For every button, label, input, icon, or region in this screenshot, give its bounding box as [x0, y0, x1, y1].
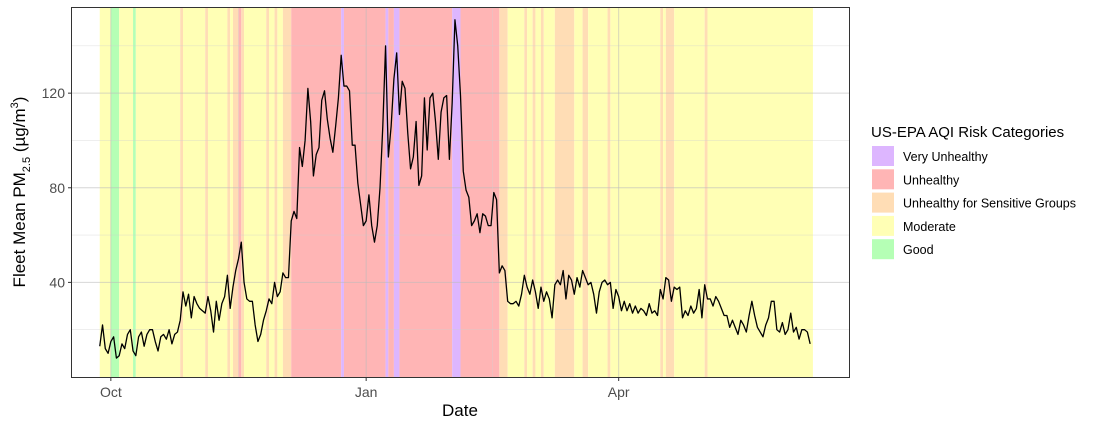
- aqi-band-usg: [607, 8, 611, 377]
- aqi-band-good: [110, 8, 120, 377]
- aqi-band-usg: [660, 8, 664, 377]
- legend-swatch-very-unhealthy: [872, 146, 894, 166]
- aqi-band-moderate: [535, 8, 541, 377]
- aqi-band-moderate: [99, 8, 111, 377]
- aqi-band-moderate: [574, 8, 583, 377]
- legend-swatch-moderate: [872, 215, 894, 236]
- x-tick-label: Apr: [608, 384, 630, 400]
- aqi-band-usg: [232, 8, 239, 377]
- aqi-band-moderate: [119, 8, 134, 377]
- aqi-band-moderate: [230, 8, 233, 377]
- aqi-band-very-unhealthy: [385, 8, 389, 377]
- aqi-band-unhealthy: [343, 8, 386, 377]
- y-axis-title-main: Fleet Mean PM: [10, 172, 29, 287]
- y-tick-label: 40: [49, 274, 65, 290]
- x-axis: Oct Jan Apr: [100, 377, 630, 400]
- aqi-band-moderate: [543, 8, 555, 377]
- aqi-band-usg: [582, 8, 589, 377]
- aqi-band-moderate: [507, 8, 525, 377]
- aqi-band-usg: [665, 8, 675, 377]
- aqi-band-usg: [532, 8, 536, 377]
- y-axis-title: Fleet Mean PM2.5 (µg/m3): [9, 97, 33, 288]
- aqi-band-usg: [524, 8, 528, 377]
- aqi-band-usg: [266, 8, 270, 377]
- aqi-band-moderate: [610, 8, 661, 377]
- gridlines: [72, 8, 849, 377]
- y-axis-title-text: Fleet Mean PM2.5 (µg/m3): [9, 97, 33, 288]
- aqi-band-usg: [499, 8, 508, 377]
- legend-label-unhealthy: Unhealthy: [903, 173, 960, 187]
- aqi-band-unhealthy: [388, 8, 394, 377]
- aqi-band-usg: [540, 8, 544, 377]
- y-axis-title-sup: 3: [9, 102, 21, 108]
- aqi-band-usg: [274, 8, 278, 377]
- aqi-band-usg: [241, 8, 245, 377]
- aqi-band-usg: [704, 8, 708, 377]
- aqi-band-usg: [282, 8, 292, 377]
- aqi-bands: [99, 8, 813, 377]
- legend-label-moderate: Moderate: [903, 220, 956, 234]
- aqi-band-moderate: [527, 8, 533, 377]
- aqi-band-moderate: [244, 8, 267, 377]
- plot-panel-border: [71, 7, 850, 378]
- aqi-band-unhealthy: [399, 8, 453, 377]
- legend-label-good: Good: [903, 243, 934, 257]
- pm25-series: [99, 19, 811, 359]
- aqi-band-usg: [180, 8, 183, 377]
- legend-label-very-unhealthy: Very Unhealthy: [903, 150, 989, 164]
- aqi-band-usg: [554, 8, 575, 377]
- legend-title: US-EPA AQI Risk Categories: [871, 124, 1064, 141]
- legend-swatch-good: [872, 239, 894, 260]
- aqi-band-very-unhealthy: [341, 8, 344, 377]
- aqi-band-moderate: [663, 8, 666, 377]
- aqi-band-good: [133, 8, 136, 377]
- legend-swatch-usg: [872, 192, 894, 213]
- aqi-band-moderate: [269, 8, 275, 377]
- legend-label-usg: Unhealthy for Sensitive Groups: [903, 197, 1076, 211]
- aqi-band-moderate: [135, 8, 181, 377]
- aqi-band-moderate: [588, 8, 608, 377]
- x-axis-title: Date: [442, 401, 478, 420]
- y-tick-label: 120: [42, 85, 66, 101]
- x-tick-label: Jan: [355, 384, 378, 400]
- aqi-band-moderate: [674, 8, 705, 377]
- x-tick-label: Oct: [100, 384, 122, 400]
- aqi-band-unhealthy: [238, 8, 242, 377]
- y-tick-label: 80: [49, 180, 65, 196]
- y-axis-title-sub: 2.5: [21, 157, 33, 172]
- aqi-band-usg: [227, 8, 231, 377]
- aqi-band-usg: [205, 8, 208, 377]
- legend: US-EPA AQI Risk Categories Very Unhealth…: [871, 124, 1076, 260]
- aqi-band-moderate: [277, 8, 283, 377]
- aqi-band-very-unhealthy: [393, 8, 400, 377]
- y-axis: 40 80 120: [42, 85, 72, 290]
- y-axis-title-close: ): [10, 97, 29, 103]
- aqi-band-moderate: [707, 8, 813, 377]
- aqi-band-unhealthy: [291, 8, 342, 377]
- y-axis-title-units: (µg/m: [10, 108, 29, 157]
- legend-swatch-unhealthy: [872, 169, 894, 190]
- aqi-band-moderate: [207, 8, 228, 377]
- aqi-band-very-unhealthy: [452, 8, 461, 377]
- series-line: [99, 19, 811, 359]
- aqi-band-moderate: [183, 8, 206, 377]
